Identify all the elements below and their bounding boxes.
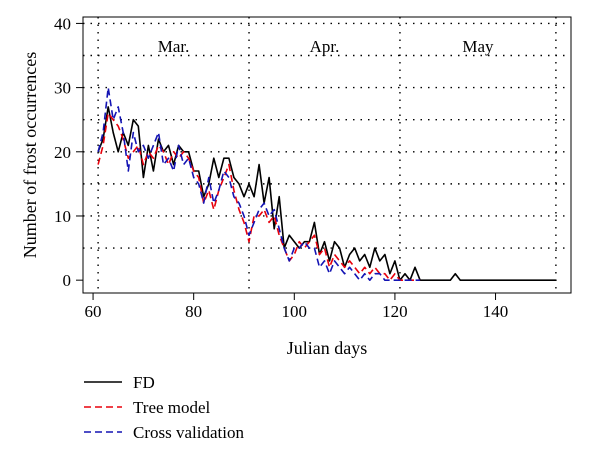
month-label: Mar. [158, 37, 190, 56]
y-axis-label: Number of frost occurrences [20, 52, 40, 258]
y-tick-label: 10 [54, 207, 71, 226]
y-tick-label: 40 [54, 14, 71, 33]
series-line [97, 112, 421, 282]
x-tick-label: 140 [483, 302, 509, 321]
y-tick-label: 30 [54, 79, 71, 98]
series-line [97, 86, 421, 282]
x-tick-label: 100 [282, 302, 308, 321]
month-label: May [462, 37, 494, 56]
axis-layer: 60 80 100 120 140 0 10 20 30 40 [54, 14, 508, 321]
legend-label: FD [133, 373, 155, 392]
legend-label: Cross validation [133, 423, 244, 442]
month-labels: Mar. Apr. May [158, 37, 494, 56]
grid-layer [83, 17, 571, 293]
y-tick-label: 20 [54, 143, 71, 162]
x-tick-label: 60 [85, 302, 102, 321]
legend: FD Tree model Cross validation [84, 373, 244, 442]
series-layer [97, 86, 556, 282]
x-tick-label: 80 [185, 302, 202, 321]
x-tick-label: 120 [382, 302, 408, 321]
x-axis-label: Julian days [287, 338, 368, 358]
y-tick-label: 0 [63, 271, 72, 290]
plot-frame [82, 16, 572, 294]
legend-label: Tree model [133, 398, 211, 417]
series-line [97, 106, 556, 282]
month-label: Apr. [310, 37, 340, 56]
